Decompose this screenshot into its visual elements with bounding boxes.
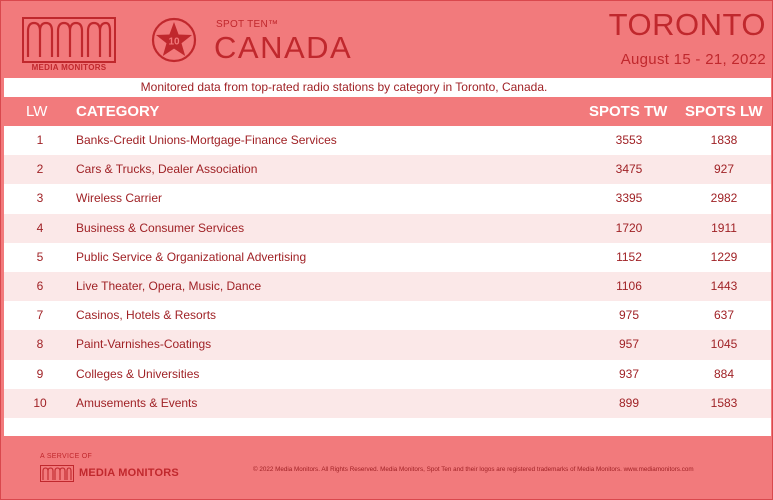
cell-category: Amusements & Events [76, 395, 198, 410]
cell-spots-tw: 1720 [615, 220, 643, 235]
cell-spots-tw: 3475 [615, 162, 643, 177]
copyright-text: © 2022 Media Monitors. All Rights Reserv… [253, 466, 694, 473]
cell-lw: 1 [36, 133, 44, 147]
cell-spots-lw: 1583 [710, 395, 738, 410]
cell-category: Colleges & Universities [76, 366, 200, 381]
cell-lw: 6 [36, 278, 44, 293]
cell-spots-tw: 937 [618, 366, 640, 381]
cell-spots-lw: 1229 [710, 249, 738, 264]
cell-spots-lw: 1443 [710, 278, 738, 293]
cell-spots-tw: 957 [618, 337, 640, 352]
cell-category: Public Service & Organizational Advertis… [76, 249, 307, 264]
logo-text: MEDIA MONITORS [31, 63, 107, 72]
cell-spots-lw: 1911 [711, 220, 737, 235]
city-title: TORONTO [608, 7, 766, 42]
header-spots-lw: SPOTS LW [685, 103, 763, 120]
subtitle: Monitored data from top-rated radio stat… [140, 80, 548, 94]
cell-spots-lw: 637 [713, 308, 735, 323]
table-row: 10 Amusements & Events 899 1583 [4, 388, 771, 418]
cell-lw: 5 [36, 249, 44, 264]
cell-spots-tw: 3553 [615, 133, 643, 147]
country-title: CANADA [214, 30, 353, 65]
cell-spots-lw: 1838 [710, 133, 738, 147]
cell-spots-tw: 975 [618, 308, 640, 323]
table-row: 1 Banks-Credit Unions-Mortgage-Finance S… [4, 126, 771, 155]
table-row: 3 Wireless Carrier 3395 2982 [4, 184, 771, 213]
table-body: 1 Banks-Credit Unions-Mortgage-Finance S… [4, 126, 771, 418]
cell-category: Business & Consumer Services [76, 220, 245, 235]
cell-lw: 3 [36, 191, 44, 206]
cell-spots-tw: 1152 [616, 249, 642, 264]
cell-lw: 4 [36, 220, 44, 235]
footer-logo-icon [40, 465, 74, 482]
table-panel: Monitored data from top-rated radio stat… [4, 78, 771, 436]
cell-spots-tw: 3395 [615, 191, 643, 206]
header-spots-tw: SPOTS TW [589, 103, 668, 120]
service-label: A SERVICE OF [40, 453, 93, 460]
footer-logo-text: MEDIA MONITORS [79, 467, 179, 479]
cell-lw: 9 [36, 366, 44, 381]
table-row: 9 Colleges & Universities 937 884 [4, 360, 771, 389]
cell-category: Live Theater, Opera, Music, Dance [76, 278, 262, 293]
cell-lw: 2 [36, 162, 44, 177]
cell-spots-lw: 2982 [710, 191, 738, 206]
cell-lw: 7 [36, 308, 44, 323]
table-row: 4 Business & Consumer Services 1720 1911 [4, 213, 771, 243]
cell-category: Banks-Credit Unions-Mortgage-Finance Ser… [76, 133, 337, 147]
cell-category: Casinos, Hotels & Resorts [76, 308, 217, 323]
cell-category: Paint-Varnishes-Coatings [76, 337, 212, 352]
badge-number: 10 [168, 37, 180, 48]
table-row: 5 Public Service & Organizational Advert… [4, 243, 771, 272]
cell-spots-lw: 884 [713, 366, 735, 381]
table-row: 8 Paint-Varnishes-Coatings 957 1045 [4, 330, 771, 360]
cell-category: Cars & Trucks, Dealer Association [76, 162, 258, 177]
table-header: LW CATEGORY SPOTS TW SPOTS LW [4, 97, 771, 126]
cell-spots-lw: 927 [713, 162, 735, 177]
cell-category: Wireless Carrier [76, 191, 163, 206]
header-category: CATEGORY [76, 103, 160, 120]
cell-spots-lw: 1045 [710, 337, 738, 352]
header-lw: LW [26, 103, 48, 120]
table-row: 2 Cars & Trucks, Dealer Association 3475… [4, 155, 771, 185]
table-row: 6 Live Theater, Opera, Music, Dance 1106… [4, 271, 771, 302]
date-range: August 15 - 21, 2022 [620, 51, 766, 68]
table-row: 7 Casinos, Hotels & Resorts 975 637 [4, 301, 771, 330]
media-monitors-logo-icon [22, 17, 116, 63]
brand-small: SPOT TEN™ [216, 19, 279, 30]
star-badge-icon: 10 [151, 17, 197, 63]
cell-lw: 8 [36, 337, 44, 352]
cell-lw: 10 [33, 395, 47, 410]
cell-spots-tw: 899 [618, 395, 640, 410]
cell-spots-tw: 1106 [616, 278, 642, 293]
